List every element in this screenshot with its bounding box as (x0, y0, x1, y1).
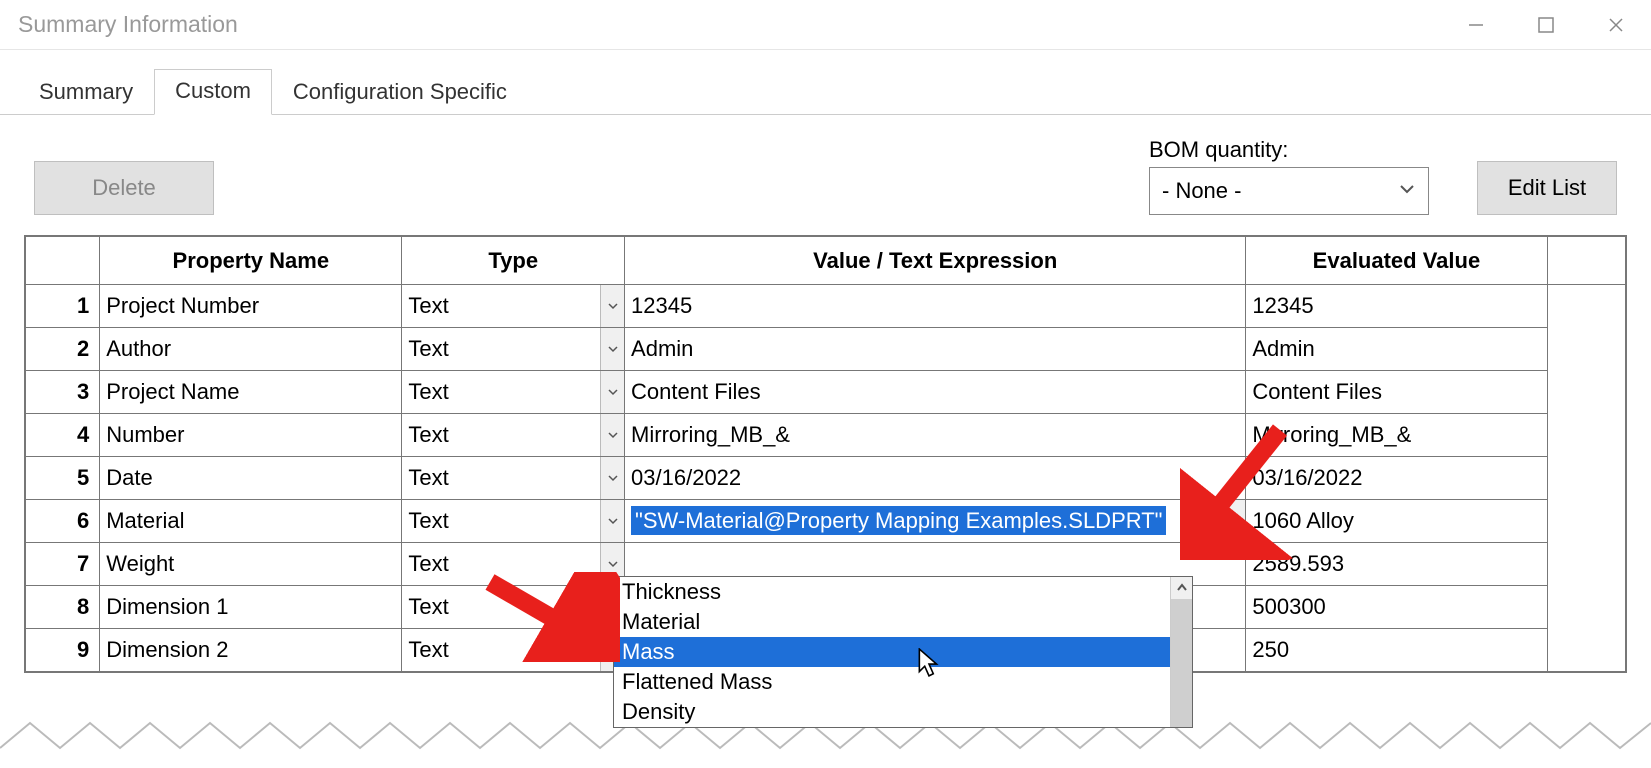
table-row: 1Project NumberText1234512345 (26, 285, 1626, 328)
scroll-gutter-cell (1547, 285, 1626, 672)
chevron-down-icon[interactable] (600, 371, 624, 413)
type-header: Type (402, 237, 625, 285)
title-bar: Summary Information (0, 0, 1651, 50)
property-name-cell[interactable]: Project Number (100, 285, 402, 328)
table-row: 6MaterialText"SW-Material@Property Mappi… (26, 500, 1626, 543)
bom-quantity-value: - None - (1162, 178, 1241, 204)
edit-list-button[interactable]: Edit List (1477, 161, 1617, 215)
value-expression-cell[interactable]: "SW-Material@Property Mapping Examples.S… (625, 500, 1246, 543)
dropdown-option[interactable]: Material (614, 607, 1192, 637)
row-number: 2 (26, 328, 100, 371)
chevron-down-icon[interactable] (600, 328, 624, 370)
property-name-cell[interactable]: Dimension 2 (100, 629, 402, 672)
chevron-down-icon[interactable] (600, 457, 624, 499)
row-number: 6 (26, 500, 100, 543)
property-name-cell[interactable]: Date (100, 457, 402, 500)
window-title: Summary Information (18, 11, 238, 38)
row-number: 5 (26, 457, 100, 500)
row-number: 7 (26, 543, 100, 586)
evaluated-value-header: Evaluated Value (1246, 237, 1547, 285)
type-cell[interactable]: Text (402, 371, 625, 414)
evaluated-value-cell: 12345 (1246, 285, 1547, 328)
bom-quantity-block: BOM quantity: - None - (1149, 137, 1429, 215)
tab-custom[interactable]: Custom (154, 69, 272, 115)
table-row: 3Project NameTextContent FilesContent Fi… (26, 371, 1626, 414)
row-number: 8 (26, 586, 100, 629)
type-cell[interactable]: Text (402, 457, 625, 500)
scroll-thumb[interactable] (1171, 599, 1192, 727)
property-name-cell[interactable]: Dimension 1 (100, 586, 402, 629)
chevron-down-icon (1398, 178, 1416, 204)
property-name-header: Property Name (100, 237, 402, 285)
value-expression-cell[interactable]: 03/16/2022 (625, 457, 1246, 500)
dropdown-option[interactable]: Flattened Mass (614, 667, 1192, 697)
row-number: 9 (26, 629, 100, 672)
evaluated-value-cell: 250 (1246, 629, 1547, 672)
evaluated-value-cell: Admin (1246, 328, 1547, 371)
maximize-button[interactable] (1511, 0, 1581, 50)
dropdown-option[interactable]: Mass (614, 637, 1192, 667)
evaluated-value-cell: Mirroring_MB_& (1246, 414, 1547, 457)
chevron-down-icon[interactable] (600, 500, 624, 542)
bom-quantity-label: BOM quantity: (1149, 137, 1429, 163)
type-cell[interactable]: Text (402, 414, 625, 457)
value-expression-cell[interactable]: Admin (625, 328, 1246, 371)
dropdown-option[interactable]: Thickness (614, 577, 1192, 607)
row-number-header (26, 237, 100, 285)
table-row: 5DateText03/16/202203/16/2022 (26, 457, 1626, 500)
type-cell[interactable]: Text (402, 328, 625, 371)
evaluated-value-cell: 2589.593 (1246, 543, 1547, 586)
table-row: 2AuthorTextAdminAdmin (26, 328, 1626, 371)
evaluated-value-cell: Content Files (1246, 371, 1547, 414)
evaluated-value-cell: 03/16/2022 (1246, 457, 1547, 500)
type-cell[interactable]: Text (402, 285, 625, 328)
evaluated-value-cell: 1060 Alloy (1246, 500, 1547, 543)
delete-button[interactable]: Delete (34, 161, 214, 215)
value-expression-cell[interactable]: Content Files (625, 371, 1246, 414)
type-cell[interactable]: Text (402, 629, 625, 672)
table-row: 4NumberTextMirroring_MB_&Mirroring_MB_& (26, 414, 1626, 457)
scroll-gutter-header (1547, 237, 1626, 285)
tab-bar: Summary Custom Configuration Specific (0, 50, 1651, 115)
tab-configuration-specific[interactable]: Configuration Specific (272, 70, 528, 115)
row-number: 1 (26, 285, 100, 328)
value-expression-cell[interactable]: 12345 (625, 285, 1246, 328)
minimize-button[interactable] (1441, 0, 1511, 50)
property-name-cell[interactable]: Weight (100, 543, 402, 586)
evaluated-value-cell: 500300 (1246, 586, 1547, 629)
chevron-down-icon[interactable] (600, 285, 624, 327)
dropdown-scrollbar[interactable] (1170, 577, 1192, 727)
scroll-up-icon[interactable] (1171, 577, 1192, 599)
chevron-down-icon[interactable] (1221, 500, 1245, 542)
chevron-down-icon[interactable] (600, 414, 624, 456)
property-name-cell[interactable]: Author (100, 328, 402, 371)
row-number: 4 (26, 414, 100, 457)
type-cell[interactable]: Text (402, 500, 625, 543)
type-cell[interactable]: Text (402, 543, 625, 586)
value-expression-header: Value / Text Expression (625, 237, 1246, 285)
dropdown-option[interactable]: Density (614, 697, 1192, 727)
value-dropdown[interactable]: ThicknessMaterialMassFlattened MassDensi… (613, 576, 1193, 728)
type-cell[interactable]: Text (402, 586, 625, 629)
property-name-cell[interactable]: Material (100, 500, 402, 543)
table-header-row: Property Name Type Value / Text Expressi… (26, 237, 1626, 285)
property-name-cell[interactable]: Number (100, 414, 402, 457)
toolbar: Delete BOM quantity: - None - Edit List (0, 115, 1651, 225)
window-controls (1441, 0, 1651, 50)
value-expression-cell[interactable]: Mirroring_MB_& (625, 414, 1246, 457)
cursor-icon (916, 648, 942, 684)
row-number: 3 (26, 371, 100, 414)
close-button[interactable] (1581, 0, 1651, 50)
tab-summary[interactable]: Summary (18, 70, 154, 115)
bom-quantity-select[interactable]: - None - (1149, 167, 1429, 215)
property-name-cell[interactable]: Project Name (100, 371, 402, 414)
